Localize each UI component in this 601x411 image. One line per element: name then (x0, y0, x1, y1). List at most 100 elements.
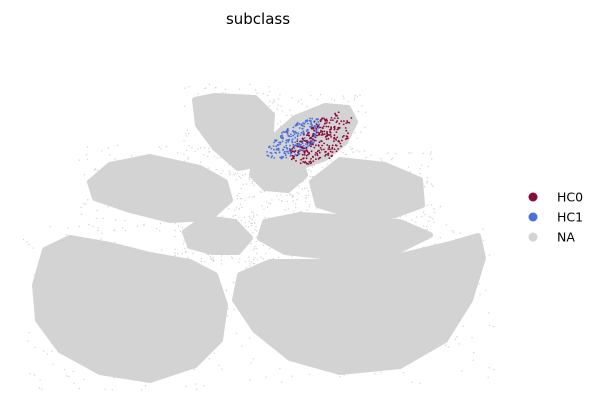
scatter-point (315, 127, 318, 130)
scatter-point (394, 210, 396, 213)
scatter-point (335, 131, 338, 134)
scatter-point (301, 153, 304, 156)
scatter-point (253, 184, 255, 186)
scatter-point (232, 215, 234, 217)
scatter-point (309, 160, 312, 163)
scatter-point (222, 327, 225, 329)
scatter-point (316, 152, 319, 155)
scatter-point (124, 219, 126, 222)
scatter-point (235, 179, 237, 181)
scatter-point (349, 146, 351, 148)
scatter-point (434, 211, 436, 214)
scatter-point (342, 152, 344, 154)
scatter-point (345, 153, 347, 156)
scatter-point (278, 98, 280, 100)
scatter-point (479, 293, 481, 296)
scatter-point (261, 101, 263, 104)
scatter-point (278, 199, 280, 201)
scatter-point (179, 211, 181, 214)
scatter-point (185, 251, 187, 254)
scatter-point (335, 150, 338, 153)
scatter-point (285, 156, 288, 159)
scatter-point (305, 201, 307, 203)
scatter-point (326, 132, 328, 135)
scatter-point (194, 151, 196, 153)
scatter-point (236, 198, 239, 200)
scatter-point (282, 131, 285, 133)
scatter-point (308, 169, 310, 171)
scatter-point (319, 147, 322, 149)
scatter-point (263, 265, 265, 268)
scatter-point (305, 197, 307, 199)
scatter-point (421, 164, 423, 166)
scatter-point (176, 206, 179, 208)
legend-marker-hc1 (528, 212, 538, 222)
scatter-point (248, 220, 250, 223)
scatter-point (174, 222, 177, 224)
scatter-point (104, 388, 106, 390)
legend-item-na: NA (528, 230, 575, 245)
scatter-point (326, 135, 329, 137)
scatter-point (256, 247, 258, 250)
scatter-point (252, 176, 254, 178)
scatter-point (294, 124, 297, 127)
scatter-point (347, 100, 349, 103)
scatter-point (290, 151, 293, 154)
scatter-point (338, 157, 340, 159)
scatter-point (241, 206, 243, 209)
scatter-point (434, 246, 436, 248)
scatter-point (212, 260, 214, 263)
scatter-point (96, 210, 98, 212)
scatter-point (296, 140, 299, 143)
scatter-point (256, 92, 258, 94)
scatter-point (49, 226, 51, 228)
scatter-point (348, 121, 351, 124)
scatter-point (132, 159, 134, 161)
scatter-point (315, 139, 318, 142)
scatter-point (266, 206, 269, 208)
scatter-point (426, 204, 428, 206)
scatter-point (218, 175, 220, 177)
scatter-point (286, 139, 289, 141)
scatter-point (304, 140, 307, 143)
scatter-point (318, 123, 321, 126)
scatter-point (240, 159, 243, 161)
scatter-point (316, 123, 318, 126)
scatter-point (322, 133, 324, 136)
scatter-point (88, 223, 90, 226)
scatter-point (220, 172, 222, 175)
scatter-point (240, 177, 242, 179)
scatter-point (281, 132, 283, 134)
scatter-point (300, 141, 303, 143)
scatter-point (313, 139, 316, 142)
scatter-point (336, 114, 338, 117)
scatter-point (305, 149, 308, 152)
scatter-point (323, 142, 325, 145)
scatter-point (428, 215, 430, 218)
scatter-point (46, 353, 49, 355)
scatter-point (419, 167, 421, 170)
scatter-point (312, 141, 315, 144)
scatter-point (236, 172, 239, 174)
scatter-point (208, 205, 210, 207)
scatter-point (368, 202, 371, 205)
scatter-point (253, 247, 256, 250)
scatter-point (311, 141, 313, 143)
scatter-point (348, 174, 351, 177)
scatter-point (301, 137, 304, 140)
scatter-point (405, 215, 407, 217)
scatter-point (334, 112, 336, 115)
scatter-point (94, 169, 96, 171)
scatter-point (329, 128, 331, 131)
scatter-point (343, 97, 345, 100)
scatter-point (325, 125, 328, 128)
scatter-point (342, 123, 345, 126)
scatter-point (488, 254, 491, 256)
scatter-point (186, 247, 189, 249)
legend-item-hc1: HC1 (528, 210, 583, 225)
scatter-point (380, 255, 382, 257)
scatter-point (248, 215, 250, 218)
scatter-point (220, 263, 223, 265)
scatter-point (280, 105, 282, 107)
